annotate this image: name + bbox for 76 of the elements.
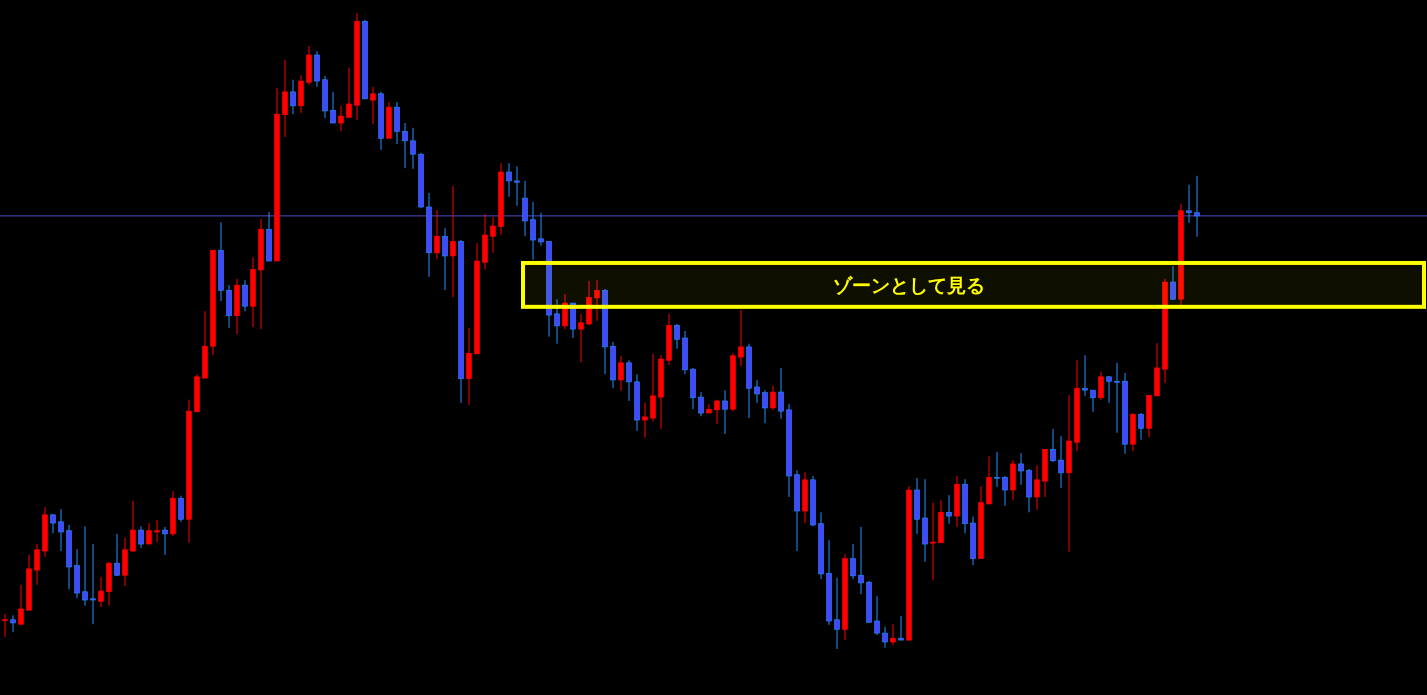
candlestick [890, 623, 896, 646]
candlestick [1050, 428, 1056, 463]
candlestick [114, 533, 120, 577]
candlestick [850, 543, 856, 580]
candlestick [946, 494, 952, 525]
candlestick [290, 79, 296, 115]
candlestick [2, 613, 8, 638]
candlestick [706, 403, 712, 414]
candlestick [410, 127, 416, 170]
candlestick [1018, 452, 1024, 486]
candlestick [1106, 375, 1112, 404]
candlestick [162, 526, 168, 556]
candlestick [594, 279, 600, 322]
candlestick [1002, 475, 1008, 507]
candlestick [738, 309, 744, 367]
candlestick [858, 526, 864, 595]
candlestick [650, 353, 656, 422]
candlestick [1090, 389, 1096, 413]
candlestick [1138, 412, 1144, 441]
candlestick [874, 595, 880, 636]
candlestick [578, 313, 584, 363]
candlestick [1034, 464, 1040, 511]
candlestick [346, 67, 352, 118]
candlestick [1186, 184, 1192, 224]
candlestick [698, 391, 704, 417]
candlestick [242, 279, 248, 312]
candlestick [450, 185, 456, 298]
candlestick [1098, 371, 1104, 401]
candlestick [90, 543, 96, 625]
candlestick [674, 323, 680, 350]
candlestick [98, 576, 104, 608]
candlestick [10, 614, 16, 633]
candlestick [1114, 362, 1120, 434]
candlestick [338, 105, 344, 132]
candlestick [554, 298, 560, 345]
candlestick [402, 122, 408, 169]
band-label: ゾーンとして見る [832, 273, 985, 296]
candlestick [754, 379, 760, 404]
candlestick [778, 367, 784, 420]
candlestick [770, 385, 776, 411]
candlestick [530, 201, 536, 261]
candlestick [330, 91, 336, 124]
candlestick [370, 86, 376, 125]
candlestick [1058, 435, 1064, 489]
candlestick [18, 584, 24, 626]
candlestick [154, 519, 160, 543]
candlestick [898, 615, 904, 641]
candlestick [34, 543, 40, 586]
candlestick [642, 402, 648, 439]
candlestick [82, 525, 88, 607]
candlestick [618, 355, 624, 392]
candlestick [1170, 265, 1176, 301]
candlestick [714, 399, 720, 425]
candlestick [994, 451, 1000, 488]
candlestick [930, 502, 936, 581]
candlestick [506, 162, 512, 198]
candlestick [146, 522, 152, 545]
candlestick [626, 359, 632, 402]
candlestick [282, 59, 288, 138]
candlestick [722, 389, 728, 435]
candlestick [1082, 354, 1088, 397]
candlestick [522, 180, 528, 237]
candlestick [1194, 175, 1200, 238]
candlestick [58, 508, 64, 552]
candlestick [562, 293, 568, 330]
candlestick [538, 212, 544, 247]
candlestick [834, 577, 840, 650]
candlestick [514, 165, 520, 207]
candlestick [442, 227, 448, 291]
candlestick [882, 626, 888, 649]
candlestick [762, 389, 768, 424]
candlestick [138, 525, 144, 549]
candlestick [50, 513, 56, 534]
candlestick [130, 500, 136, 553]
candlestick [434, 209, 440, 260]
candlestick [490, 216, 496, 254]
